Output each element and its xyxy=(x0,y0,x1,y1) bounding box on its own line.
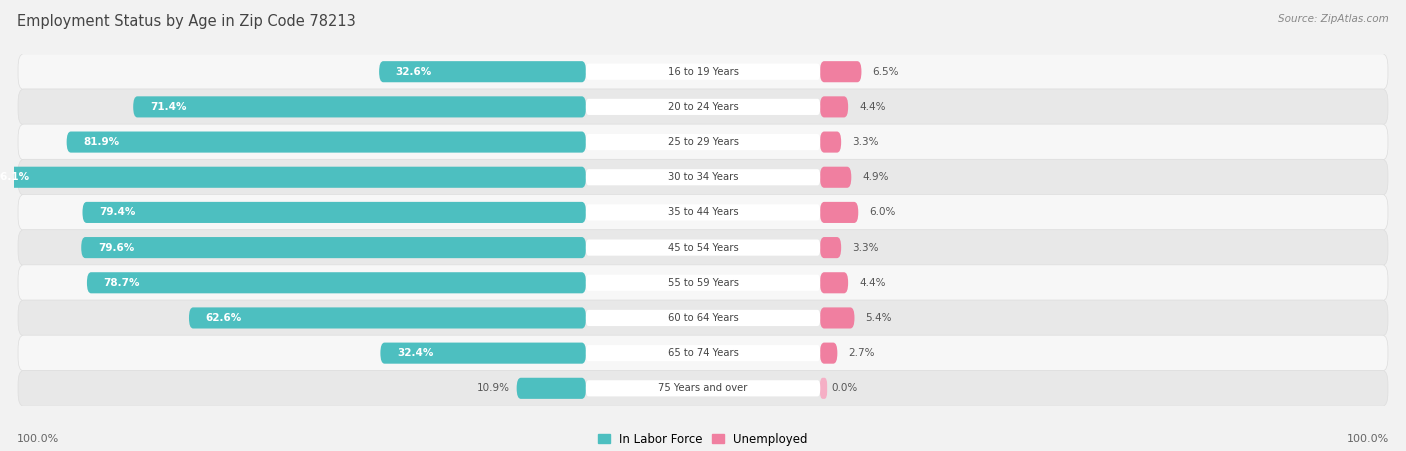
FancyBboxPatch shape xyxy=(820,378,827,399)
Text: 5.4%: 5.4% xyxy=(865,313,891,323)
Text: 60 to 64 Years: 60 to 64 Years xyxy=(668,313,738,323)
Text: 16 to 19 Years: 16 to 19 Years xyxy=(668,67,738,77)
FancyBboxPatch shape xyxy=(18,159,1388,195)
FancyBboxPatch shape xyxy=(586,169,820,185)
FancyBboxPatch shape xyxy=(586,99,820,115)
Text: 32.6%: 32.6% xyxy=(395,67,432,77)
Text: 4.9%: 4.9% xyxy=(862,172,889,182)
Text: 0.0%: 0.0% xyxy=(831,383,858,393)
FancyBboxPatch shape xyxy=(586,380,820,396)
Legend: In Labor Force, Unemployed: In Labor Force, Unemployed xyxy=(598,433,808,446)
Text: 45 to 54 Years: 45 to 54 Years xyxy=(668,243,738,253)
Text: 10.9%: 10.9% xyxy=(477,383,510,393)
FancyBboxPatch shape xyxy=(188,308,586,328)
FancyBboxPatch shape xyxy=(820,61,862,82)
FancyBboxPatch shape xyxy=(586,204,820,221)
FancyBboxPatch shape xyxy=(18,124,1388,160)
Text: 79.4%: 79.4% xyxy=(100,207,135,217)
FancyBboxPatch shape xyxy=(820,237,841,258)
Text: 6.5%: 6.5% xyxy=(872,67,898,77)
Text: 75 Years and over: 75 Years and over xyxy=(658,383,748,393)
Text: 100.0%: 100.0% xyxy=(1347,434,1389,444)
FancyBboxPatch shape xyxy=(18,370,1388,406)
FancyBboxPatch shape xyxy=(82,237,586,258)
FancyBboxPatch shape xyxy=(586,134,820,150)
FancyBboxPatch shape xyxy=(586,345,820,361)
FancyBboxPatch shape xyxy=(586,64,820,80)
Text: 79.6%: 79.6% xyxy=(98,243,134,253)
Text: 62.6%: 62.6% xyxy=(205,313,242,323)
Text: 3.3%: 3.3% xyxy=(852,243,879,253)
FancyBboxPatch shape xyxy=(820,132,841,152)
Text: 100.0%: 100.0% xyxy=(17,434,59,444)
FancyBboxPatch shape xyxy=(380,61,586,82)
FancyBboxPatch shape xyxy=(820,308,855,328)
Text: 96.1%: 96.1% xyxy=(0,172,30,182)
Text: 32.4%: 32.4% xyxy=(396,348,433,358)
Text: 25 to 29 Years: 25 to 29 Years xyxy=(668,137,738,147)
Text: 6.0%: 6.0% xyxy=(869,207,896,217)
Text: 55 to 59 Years: 55 to 59 Years xyxy=(668,278,738,288)
FancyBboxPatch shape xyxy=(586,310,820,326)
FancyBboxPatch shape xyxy=(18,89,1388,125)
Text: 4.4%: 4.4% xyxy=(859,102,886,112)
Text: 4.4%: 4.4% xyxy=(859,278,886,288)
FancyBboxPatch shape xyxy=(381,343,586,364)
FancyBboxPatch shape xyxy=(586,239,820,256)
Text: 65 to 74 Years: 65 to 74 Years xyxy=(668,348,738,358)
FancyBboxPatch shape xyxy=(83,202,586,223)
Text: 81.9%: 81.9% xyxy=(83,137,120,147)
FancyBboxPatch shape xyxy=(586,275,820,291)
Text: Source: ZipAtlas.com: Source: ZipAtlas.com xyxy=(1278,14,1389,23)
FancyBboxPatch shape xyxy=(18,335,1388,371)
FancyBboxPatch shape xyxy=(87,272,586,293)
FancyBboxPatch shape xyxy=(820,97,848,117)
FancyBboxPatch shape xyxy=(134,97,586,117)
FancyBboxPatch shape xyxy=(66,132,586,152)
FancyBboxPatch shape xyxy=(18,300,1388,336)
Text: 71.4%: 71.4% xyxy=(150,102,187,112)
Text: Employment Status by Age in Zip Code 78213: Employment Status by Age in Zip Code 782… xyxy=(17,14,356,28)
FancyBboxPatch shape xyxy=(820,202,858,223)
FancyBboxPatch shape xyxy=(18,265,1388,301)
FancyBboxPatch shape xyxy=(18,194,1388,230)
Text: 3.3%: 3.3% xyxy=(852,137,879,147)
FancyBboxPatch shape xyxy=(516,378,586,399)
FancyBboxPatch shape xyxy=(18,230,1388,266)
FancyBboxPatch shape xyxy=(18,54,1388,90)
FancyBboxPatch shape xyxy=(820,343,838,364)
Text: 20 to 24 Years: 20 to 24 Years xyxy=(668,102,738,112)
Text: 78.7%: 78.7% xyxy=(104,278,141,288)
Text: 30 to 34 Years: 30 to 34 Years xyxy=(668,172,738,182)
Text: 2.7%: 2.7% xyxy=(848,348,875,358)
Text: 35 to 44 Years: 35 to 44 Years xyxy=(668,207,738,217)
FancyBboxPatch shape xyxy=(0,167,586,188)
FancyBboxPatch shape xyxy=(820,167,851,188)
FancyBboxPatch shape xyxy=(820,272,848,293)
